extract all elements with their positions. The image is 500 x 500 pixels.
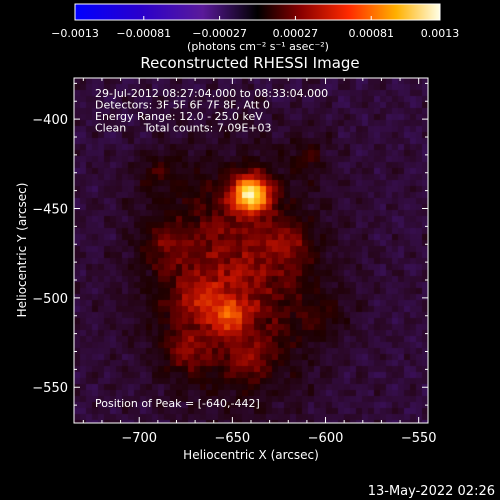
- x-axis-ticks: −700 −650 −600 −550: [82, 78, 437, 446]
- x-tick-label: −600: [308, 431, 344, 446]
- chart-title: Reconstructed RHESSI Image: [140, 54, 359, 72]
- heatmap-image: [74, 78, 428, 423]
- y-tick-label: −400: [32, 113, 68, 128]
- colorbar-unit-label: (photons cm⁻² s⁻¹ asec⁻²): [187, 40, 329, 53]
- annotation-line: Clean Total counts: 7.09E+03: [95, 122, 272, 135]
- colorbar-tick-label: 0.00027: [273, 27, 319, 40]
- peak-position-label: Position of Peak = [-640,-442]: [95, 397, 260, 410]
- colorbar-tick-label: −0.00027: [192, 27, 247, 40]
- colorbar: [74, 3, 441, 21]
- y-axis-ticks: −400 −450 −500 −550: [32, 82, 428, 406]
- x-tick-label: −700: [121, 431, 157, 446]
- y-axis-label: Heliocentric Y (arcsec): [15, 183, 29, 318]
- y-tick-label: −450: [32, 202, 68, 217]
- annotation-line: Energy Range: 12.0 - 25.0 keV: [95, 110, 263, 123]
- x-tick-label: −650: [215, 431, 251, 446]
- annotation-block: 29-Jul-2012 08:27:04.000 to 08:33:04.000…: [95, 87, 328, 135]
- colorbar-tick-label: −0.00081: [116, 27, 171, 40]
- x-tick-label: −550: [401, 431, 437, 446]
- colorbar-tick-label: 0.0013: [421, 27, 460, 40]
- y-tick-label: −550: [32, 381, 68, 396]
- y-tick-label: −500: [32, 292, 68, 307]
- x-axis-label: Heliocentric X (arcsec): [183, 448, 319, 462]
- colorbar-ticks: −0.0013 −0.00081 −0.00027 0.00027 0.00081 0.0…: [51, 16, 459, 40]
- timestamp: 13-May-2022 02:26: [368, 484, 495, 499]
- colorbar-tick-label: −0.0013: [51, 27, 99, 40]
- annotation-line: 29-Jul-2012 08:27:04.000 to 08:33:04.000: [95, 87, 328, 100]
- colorbar-tick-label: 0.00081: [348, 27, 394, 40]
- annotation-line: Detectors: 3F 5F 6F 7F 8F, Att 0: [95, 99, 270, 112]
